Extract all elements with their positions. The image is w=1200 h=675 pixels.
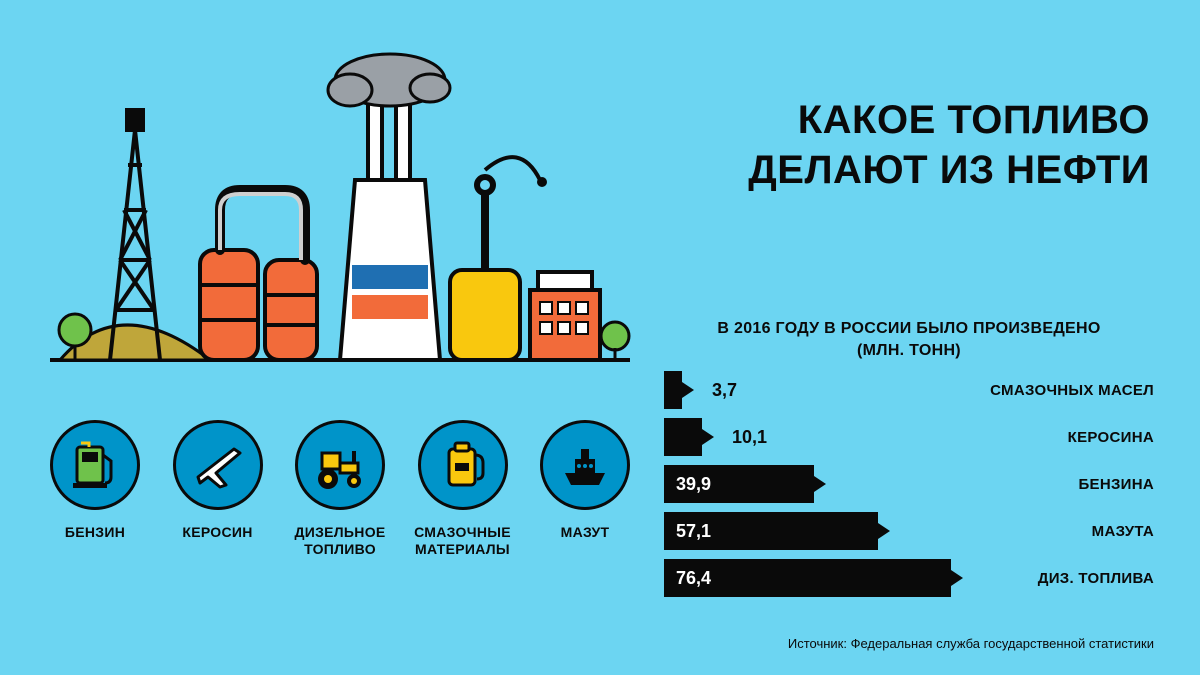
- refinery-illustration: [40, 40, 640, 400]
- bar-track: 3,7: [664, 371, 964, 409]
- bar-track: 39,9: [664, 465, 964, 503]
- bar-label: ДИЗ. ТОПЛИВА: [964, 570, 1154, 587]
- bar-fill: 3,7: [664, 371, 682, 409]
- category-label: СМАЗОЧНЫЕ МАТЕРИАЛЫ: [408, 524, 518, 558]
- title-line-1: КАКОЕ ТОПЛИВО: [748, 95, 1150, 145]
- bar-value: 10,1: [720, 427, 767, 448]
- category-lubes: СМАЗОЧНЫЕ МАТЕРИАЛЫ: [408, 420, 518, 558]
- chart-title: В 2016 ГОДУ В РОССИИ БЫЛО ПРОИЗВЕДЕНО (М…: [664, 318, 1154, 361]
- airplane-icon: [173, 420, 263, 510]
- bar-value: 57,1: [664, 521, 711, 542]
- bar-value: 39,9: [664, 474, 711, 495]
- chart-title-line-1: В 2016 ГОДУ В РОССИИ БЫЛО ПРОИЗВЕДЕНО: [664, 318, 1154, 340]
- category-mazut: МАЗУТ: [530, 420, 640, 558]
- bar-value: 3,7: [700, 380, 737, 401]
- fuel-pump-icon: [50, 420, 140, 510]
- bar-label: КЕРОСИНА: [964, 429, 1154, 446]
- ship-icon: [540, 420, 630, 510]
- bar-row: 57,1 МАЗУТА: [664, 512, 1154, 550]
- bar-track: 57,1: [664, 512, 964, 550]
- category-kerosin: КЕРОСИН: [163, 420, 273, 558]
- bar-row: 3,7 СМАЗОЧНЫХ МАСЕЛ: [664, 371, 1154, 409]
- bar-value: 76,4: [664, 568, 711, 589]
- category-label: ДИЗЕЛЬНОЕ ТОПЛИВО: [285, 524, 395, 558]
- bar-row: 10,1 КЕРОСИНА: [664, 418, 1154, 456]
- category-diesel: ДИЗЕЛЬНОЕ ТОПЛИВО: [285, 420, 395, 558]
- bar-label: МАЗУТА: [964, 523, 1154, 540]
- title-line-2: ДЕЛАЮТ ИЗ НЕФТИ: [748, 145, 1150, 195]
- bar-fill: 76,4: [664, 559, 951, 597]
- bar-label: БЕНЗИНА: [964, 476, 1154, 493]
- category-benzin: БЕНЗИН: [40, 420, 150, 558]
- bar-track: 76,4: [664, 559, 964, 597]
- source-attribution: Источник: Федеральная служба государстве…: [788, 636, 1154, 651]
- production-chart: В 2016 ГОДУ В РОССИИ БЫЛО ПРОИЗВЕДЕНО (М…: [664, 318, 1154, 606]
- bar-fill: 57,1: [664, 512, 878, 550]
- bar-track: 10,1: [664, 418, 964, 456]
- oil-can-icon: [418, 420, 508, 510]
- bar-fill: 10,1: [664, 418, 702, 456]
- bar-row: 76,4 ДИЗ. ТОПЛИВА: [664, 559, 1154, 597]
- category-label: МАЗУТ: [561, 524, 610, 541]
- chart-bars: 3,7 СМАЗОЧНЫХ МАСЕЛ 10,1 КЕРОСИНА 39,9 Б…: [664, 371, 1154, 597]
- bar-label: СМАЗОЧНЫХ МАСЕЛ: [964, 382, 1154, 399]
- bar-row: 39,9 БЕНЗИНА: [664, 465, 1154, 503]
- infographic-title: КАКОЕ ТОПЛИВО ДЕЛАЮТ ИЗ НЕФТИ: [748, 95, 1150, 195]
- bar-fill: 39,9: [664, 465, 814, 503]
- tractor-icon: [295, 420, 385, 510]
- chart-title-line-2: (МЛН. ТОНН): [664, 340, 1154, 362]
- category-row: БЕНЗИН КЕРОСИН ДИЗЕЛЬНОЕ ТОПЛИВО СМАЗОЧН…: [40, 420, 640, 558]
- category-label: БЕНЗИН: [65, 524, 125, 541]
- category-label: КЕРОСИН: [182, 524, 252, 541]
